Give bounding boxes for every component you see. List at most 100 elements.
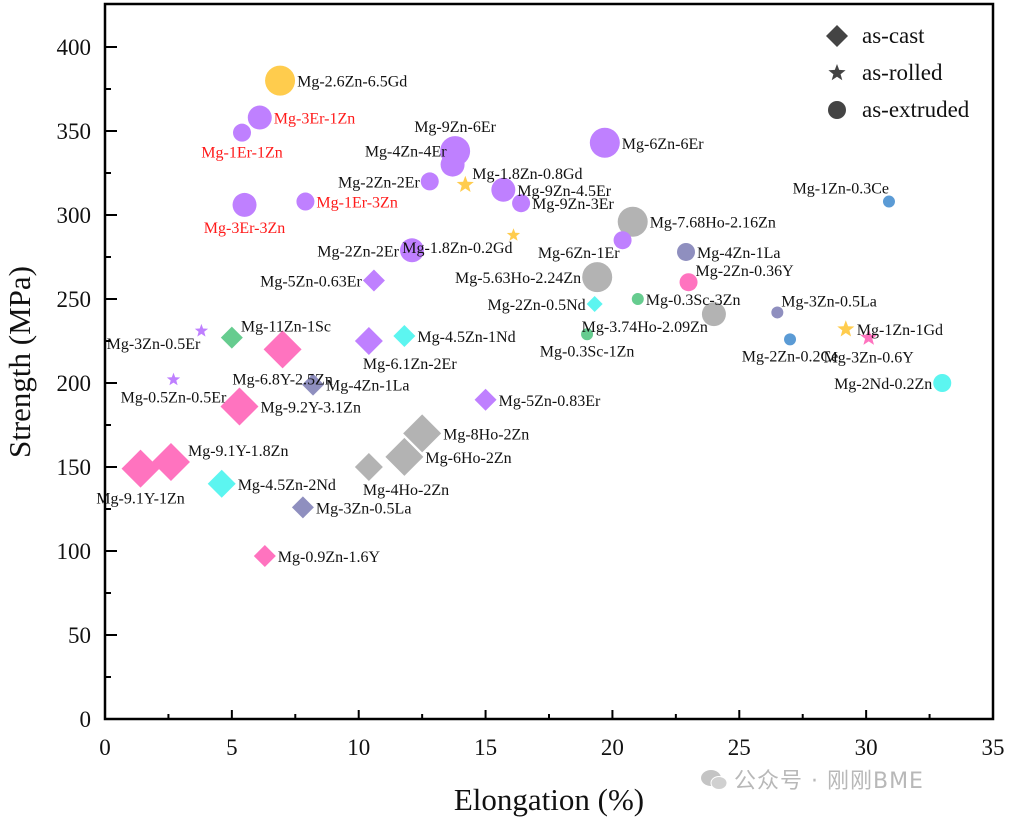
x-tick-label: 30 [855,735,878,760]
diamond-point [393,324,416,347]
diamond-point [291,496,314,519]
point-label: Mg-2Zn-2Er [338,174,420,191]
point-label: Mg-11Zn-1Sc [241,319,331,336]
y-tick-label: 350 [57,119,92,144]
point-label: Mg-4Zn-1La [326,378,410,395]
point-label: Mg-4Zn-1La [697,245,781,262]
star-point [860,328,878,345]
point-label: Mg-4.5Zn-2Nd [238,477,336,494]
point-label: Mg-5Zn-0.83Er [499,393,601,410]
star-point [837,320,855,337]
point-label: Mg-3Zn-0.5La [781,293,877,310]
point-label: Mg-6Zn-6Er [622,136,704,153]
point-label: Mg-1Er-3Zn [316,195,397,212]
data-labels: Mg-2.6Zn-6.5Gd Mg-3Er-1Zn Mg-1Er-1Zn Mg-3Er… [96,74,943,566]
wechat-icon [701,770,728,790]
y-tick-label: 50 [68,623,91,648]
point-label: Mg-1.8Zn-0.2Gd [402,240,512,257]
point-label: Mg-0.9Zn-1.6Y [278,549,381,566]
diamond-point [403,414,442,453]
point-label: Mg-6Ho-2Zn [425,450,511,467]
circle-point [582,262,613,293]
circle-point [589,127,620,158]
diamond-point [586,296,603,313]
circle-point [420,172,439,191]
circle-point [677,242,696,261]
x-tick-label: 15 [474,735,497,760]
circle-point [296,192,315,211]
legend-label: as-rolled [862,60,943,85]
diamond-point [220,387,259,426]
diamond-point [121,449,160,488]
circle-point [679,273,698,292]
point-label: Mg-7.68Ho-2.16Zn [650,215,776,232]
diamond-point [151,442,190,481]
point-label: Mg-0.3Sc-3Zn [646,292,741,309]
star-point [194,323,209,337]
point-label: Mg-5Zn-0.63Er [260,274,362,291]
point-label: Mg-5.63Ho-2.24Zn [455,270,581,287]
point-label: Mg-0.5Zn-0.5Er [121,390,227,407]
data-marks [121,65,952,568]
circle-point [631,293,644,305]
diamond-point [362,269,385,292]
x-axis-title: Elongation (%) [454,782,644,817]
watermark-text: 公众号 · 刚刚BME [734,769,924,794]
point-label: Mg-1Zn-0.3Ce [793,181,889,198]
star-point [506,228,521,241]
y-axis: 0 50 100 150 200 250 300 350 400 [57,35,117,732]
point-label: Mg-4.5Zn-1Nd [417,329,515,346]
point-label: Mg-3Zn-0.5La [316,500,412,517]
point-label: Mg-6.1Zn-2Er [363,356,457,373]
legend-diamond-icon [826,25,848,47]
point-label: Mg-1.8Zn-0.8Gd [472,166,582,183]
diamond-point [354,453,383,481]
point-label: Mg-1Er-1Zn [201,145,282,162]
point-label: Mg-9.1Y-1Zn [96,491,184,508]
circle-point [247,105,272,130]
diamond-point [302,373,325,396]
point-label: Mg-6Zn-1Er [538,245,620,262]
diamond-point [474,388,497,411]
point-label: Mg-4Zn-4Er [365,144,447,161]
y-axis-title: Strength (MPa) [2,266,37,458]
star-point [456,175,474,192]
diamond-point [385,437,424,476]
circle-point [581,328,594,341]
circle-point [399,238,424,263]
point-label: Mg-9Zn-3Er [532,196,614,213]
circle-point [491,177,516,202]
x-tick-label: 20 [601,735,624,760]
x-tick-label: 25 [728,735,751,760]
circle-point [265,65,296,96]
point-label: Mg-8Ho-2Zn [443,426,529,443]
circle-point [771,306,784,319]
circle-point [512,194,531,213]
y-tick-label: 0 [80,707,92,732]
point-label: Mg-2Zn-0.36Y [696,263,795,280]
x-tick-label: 5 [226,735,238,760]
point-label: Mg-2Zn-0.5Nd [487,297,585,314]
legend-circle-icon [828,101,846,119]
x-tick-label: 35 [982,735,1005,760]
circle-point [233,123,252,142]
y-tick-label: 200 [57,371,92,396]
diamond-point [253,545,276,568]
y-tick-label: 150 [57,455,92,480]
point-label: Mg-3Zn-0.6Y [824,350,915,367]
y-tick-label: 100 [57,539,92,564]
point-label: Mg-0.3Sc-1Zn [540,343,635,360]
y-tick-label: 250 [57,287,92,312]
x-tick-label: 10 [347,735,370,760]
point-label: Mg-4Ho-2Zn [363,482,449,499]
diamond-point [207,469,236,498]
x-axis: 0 5 10 15 20 25 30 35 [99,710,1005,760]
point-label: Mg-1Zn-1Gd [857,322,943,339]
legend: as-cast as-rolled as-extruded [826,23,970,122]
diamond-point [220,326,243,349]
legend-label: as-extruded [862,97,970,122]
circle-point [613,231,632,250]
diamond-point [263,330,302,369]
x-tick-label: 0 [99,735,111,760]
